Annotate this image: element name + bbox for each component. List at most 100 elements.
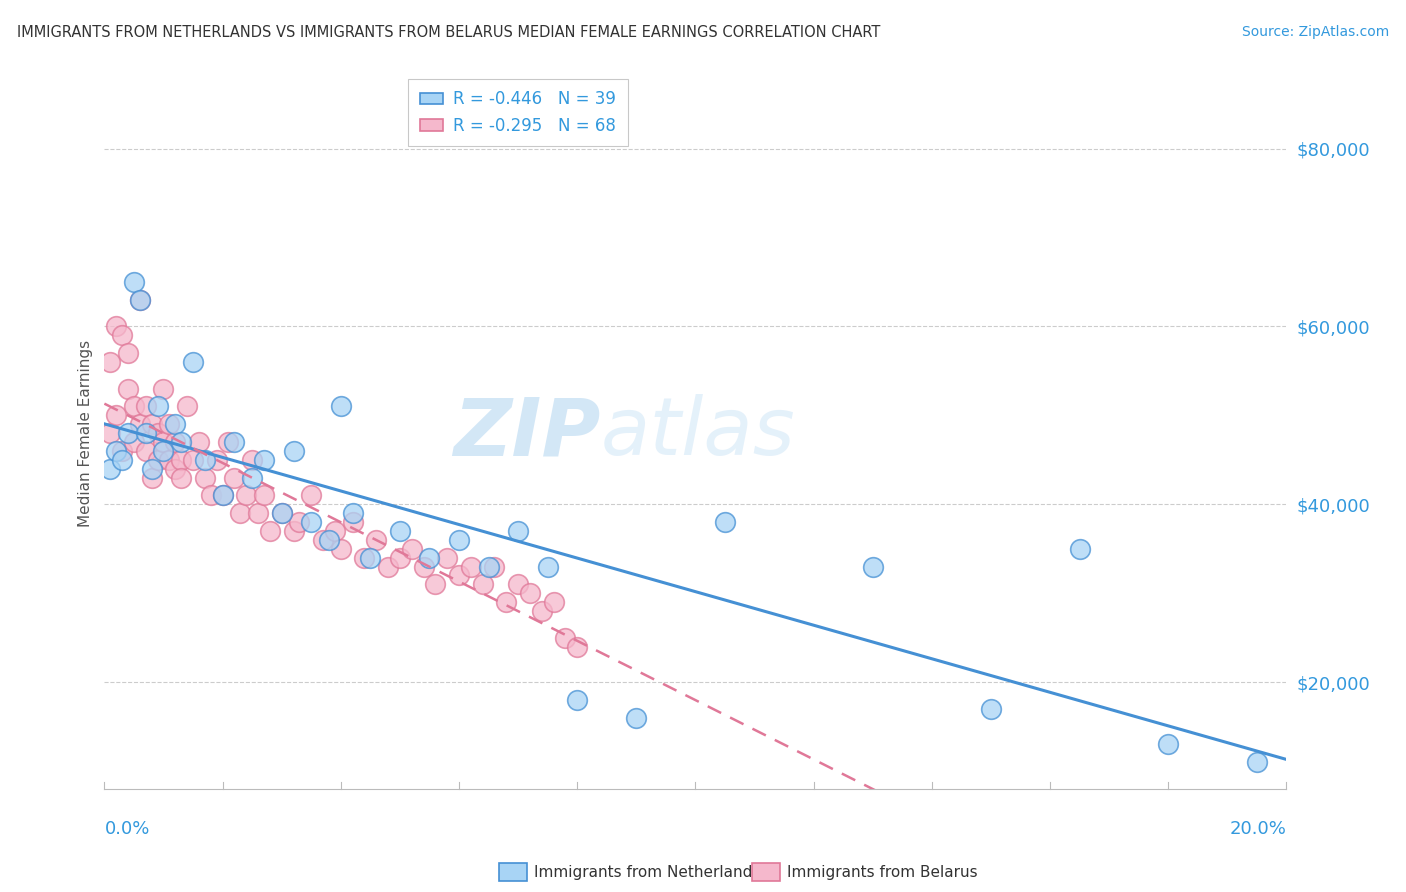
Point: [218, 435, 240, 450]
Point: [418, 550, 440, 565]
Point: [122, 275, 145, 289]
Point: [224, 435, 246, 450]
Point: [567, 693, 589, 707]
Point: [329, 541, 352, 556]
Point: [135, 426, 157, 441]
Point: [146, 452, 169, 467]
Point: [366, 533, 388, 547]
Point: [152, 435, 174, 450]
Point: [205, 452, 228, 467]
Point: [187, 435, 209, 450]
Y-axis label: Median Female Earnings: Median Female Earnings: [79, 340, 93, 526]
Point: [141, 470, 163, 484]
Point: [194, 470, 217, 484]
Point: [283, 444, 305, 458]
Point: [105, 319, 128, 334]
Point: [401, 541, 423, 556]
Point: [495, 595, 517, 609]
Point: [299, 515, 322, 529]
Text: Source: ZipAtlas.com: Source: ZipAtlas.com: [1241, 25, 1389, 39]
Point: [425, 577, 447, 591]
Point: [211, 488, 233, 502]
Point: [98, 355, 121, 369]
Point: [135, 444, 157, 458]
Point: [117, 426, 139, 441]
Point: [377, 559, 399, 574]
Point: [240, 470, 263, 484]
Point: [165, 435, 187, 450]
Point: [194, 452, 217, 467]
Point: [714, 515, 737, 529]
Point: [253, 488, 276, 502]
Point: [122, 435, 145, 450]
Point: [270, 506, 292, 520]
Point: [165, 417, 187, 432]
Point: [412, 559, 434, 574]
Point: [342, 515, 364, 529]
Point: [484, 559, 506, 574]
Point: [447, 568, 470, 582]
Point: [141, 461, 163, 475]
Point: [128, 417, 150, 432]
Point: [240, 452, 263, 467]
Point: [253, 452, 276, 467]
Point: [359, 550, 381, 565]
Point: [537, 559, 560, 574]
Point: [471, 577, 494, 591]
Point: [1157, 737, 1180, 751]
Point: [259, 524, 281, 538]
Point: [1069, 541, 1091, 556]
Point: [128, 293, 150, 307]
Text: atlas: atlas: [600, 394, 796, 472]
Point: [98, 426, 121, 441]
Legend: R = -0.446   N = 39, R = -0.295   N = 68: R = -0.446 N = 39, R = -0.295 N = 68: [408, 78, 628, 146]
Point: [283, 524, 305, 538]
Point: [353, 550, 375, 565]
Point: [460, 559, 482, 574]
Point: [318, 533, 340, 547]
Text: 0.0%: 0.0%: [104, 820, 150, 838]
Text: 20.0%: 20.0%: [1230, 820, 1286, 838]
Text: ZIP: ZIP: [454, 394, 600, 472]
Point: [181, 355, 204, 369]
Point: [447, 533, 470, 547]
Point: [862, 559, 884, 574]
Point: [554, 631, 576, 645]
Point: [312, 533, 335, 547]
Point: [170, 435, 193, 450]
Point: [128, 293, 150, 307]
Point: [1246, 755, 1268, 769]
Point: [105, 409, 128, 423]
Point: [229, 506, 252, 520]
Point: [288, 515, 311, 529]
Point: [111, 328, 134, 343]
Point: [224, 470, 246, 484]
Point: [200, 488, 222, 502]
Point: [388, 524, 411, 538]
Point: [181, 452, 204, 467]
Point: [98, 461, 121, 475]
Point: [111, 444, 134, 458]
Point: [247, 506, 270, 520]
Point: [477, 559, 499, 574]
Point: [980, 702, 1002, 716]
Point: [146, 400, 169, 414]
Point: [146, 426, 169, 441]
Point: [388, 550, 411, 565]
Point: [165, 461, 187, 475]
Point: [567, 640, 589, 654]
Point: [111, 452, 134, 467]
Point: [519, 586, 541, 600]
Point: [543, 595, 565, 609]
Point: [235, 488, 257, 502]
Point: [342, 506, 364, 520]
Point: [157, 452, 180, 467]
Point: [152, 382, 174, 396]
Point: [436, 550, 458, 565]
Point: [329, 400, 352, 414]
Point: [152, 444, 174, 458]
Point: [299, 488, 322, 502]
Point: [506, 524, 529, 538]
Point: [170, 470, 193, 484]
Point: [626, 711, 648, 725]
